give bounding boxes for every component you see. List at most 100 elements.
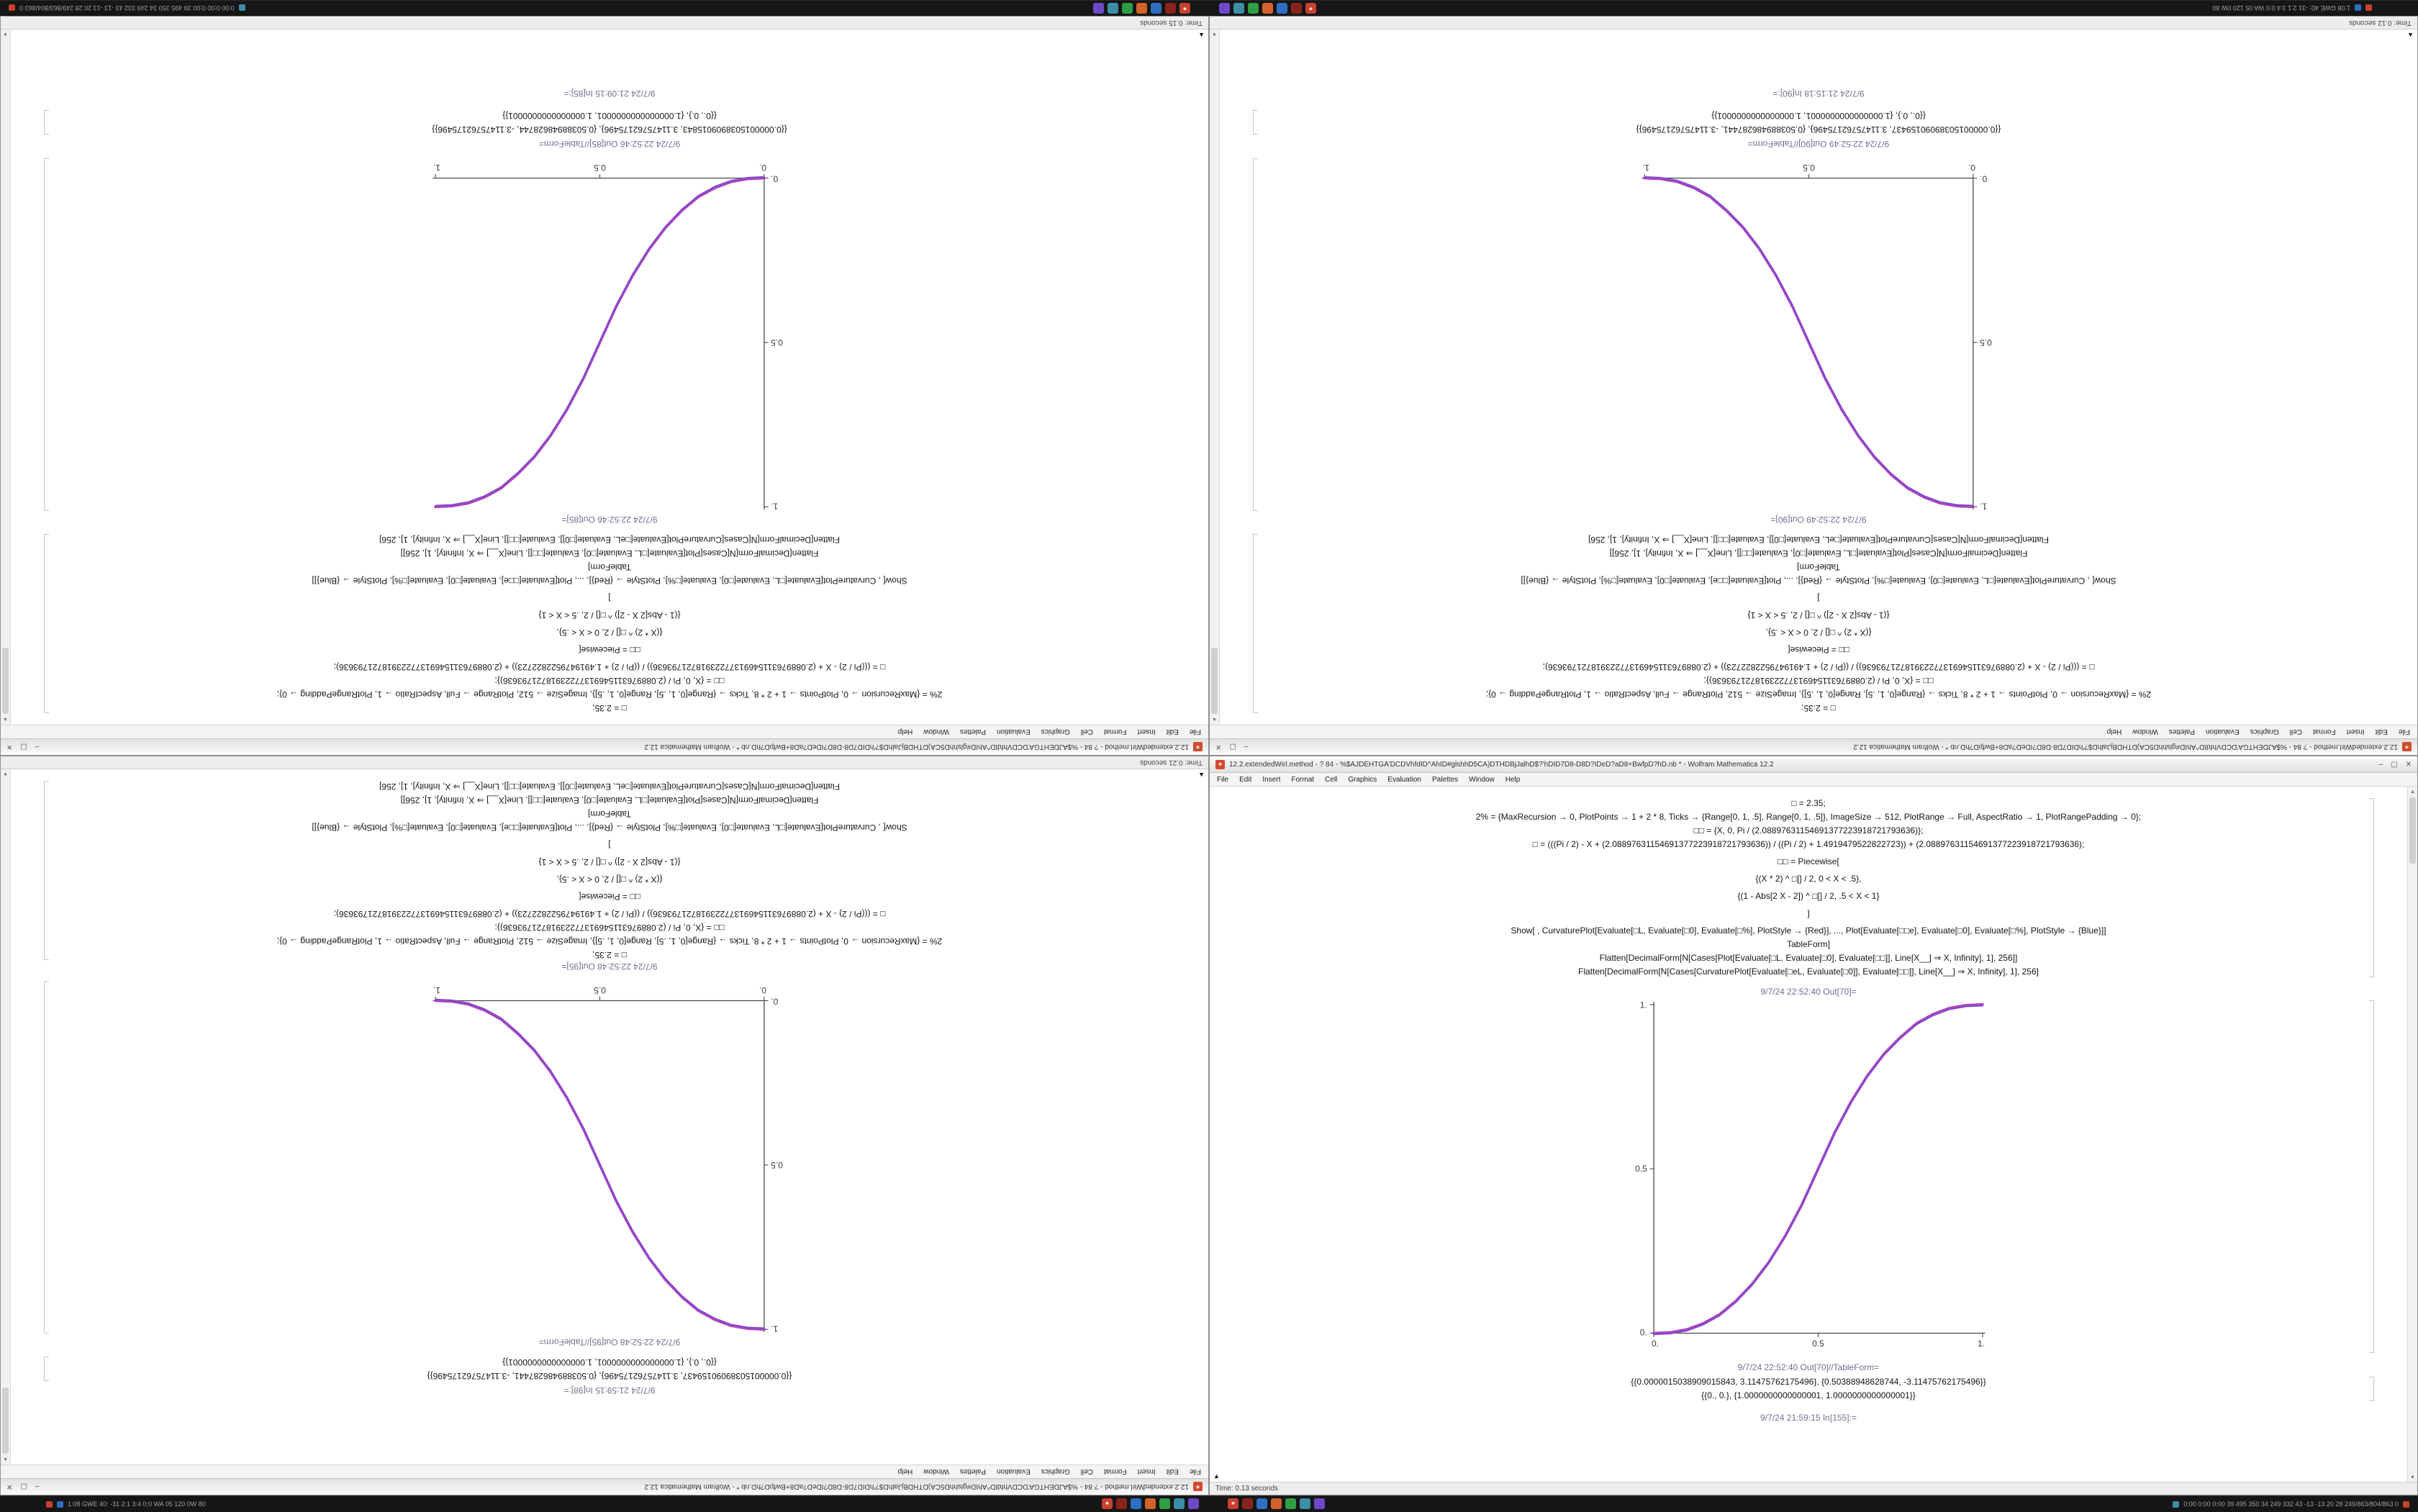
- menu-item-cell[interactable]: Cell: [1080, 728, 1093, 736]
- menu-item-palettes[interactable]: Palettes: [2168, 728, 2195, 736]
- menu-item-format[interactable]: Format: [1103, 1467, 1127, 1476]
- settings-app-icon[interactable]: [1314, 1498, 1325, 1509]
- menu-item-format[interactable]: Format: [2312, 728, 2336, 736]
- code-line[interactable]: 2% = {MaxRecursion → 0, PlotPoints → 1 +…: [1485, 689, 2152, 700]
- menu-item-file[interactable]: File: [1189, 1467, 1201, 1476]
- menu-item-cell[interactable]: Cell: [1080, 1467, 1093, 1476]
- code-line[interactable]: □ = 2.35;: [592, 950, 627, 960]
- cell-bracket[interactable]: [44, 781, 49, 960]
- code-line[interactable]: ]: [1817, 593, 1820, 603]
- code-line[interactable]: Show[ , CurvaturePlot[Evaluate[□L, Evalu…: [1521, 576, 2116, 586]
- code-line[interactable]: {(X * 2) ^ □[] / 2, 0 < X < .5},: [1765, 628, 1872, 638]
- scroll-down-arrow[interactable]: ▾: [2411, 1474, 2414, 1480]
- close-button[interactable]: ✕: [6, 743, 13, 751]
- code-line[interactable]: Flatten[DecimalForm[N[Cases[CurvaturePlo…: [379, 535, 841, 545]
- settings-app-icon[interactable]: [1188, 1498, 1199, 1509]
- code-line[interactable]: Show[ , CurvaturePlot[Evaluate[□L, Evalu…: [312, 823, 907, 833]
- browser-app-icon[interactable]: [1151, 3, 1162, 14]
- code-line[interactable]: Flatten[DecimalForm[N[Cases[Plot[Evaluat…: [1609, 548, 2028, 558]
- code-line[interactable]: □□ = {X, 0, Pi / (2.08897631154691377223…: [494, 923, 725, 933]
- scroll-thumb[interactable]: [2409, 797, 2416, 864]
- scroll-up-arrow[interactable]: ▴: [2411, 788, 2414, 795]
- mail-app-icon[interactable]: [1145, 1498, 1156, 1509]
- code-line[interactable]: {(1 - Abs[2 X - 2]) ^ □[] / 2, .5 < X < …: [1747, 610, 1890, 620]
- menu-item-cell[interactable]: Cell: [2289, 728, 2302, 736]
- title-bar[interactable]: ✶ 12.2.extendedWirl.method - ? 84 - %$AJ…: [1, 738, 1208, 755]
- browser-app-icon[interactable]: [1131, 1498, 1141, 1509]
- code-line[interactable]: □□ = {X, 0, Pi / (2.08897631154691377223…: [494, 676, 725, 686]
- code-line[interactable]: TableForm]: [1796, 562, 1841, 572]
- cell-bracket[interactable]: [44, 534, 49, 713]
- cell-bracket[interactable]: [1253, 110, 1258, 135]
- scroll-thumb[interactable]: [2, 648, 9, 714]
- menu-item-palettes[interactable]: Palettes: [959, 1467, 986, 1476]
- code-line[interactable]: □□ = {X, 0, Pi / (2.08897631154691377223…: [1703, 676, 1934, 686]
- cell-bracket[interactable]: [1253, 534, 1258, 713]
- title-bar[interactable]: ✶ 12.2.extendedWirl.method - ? 84 - %$AJ…: [1210, 738, 2417, 755]
- files-app-icon[interactable]: [1233, 3, 1244, 14]
- code-line[interactable]: {(X * 2) ^ □[] / 2, 0 < X < .5},: [556, 628, 663, 638]
- scroll-down-arrow[interactable]: ▾: [4, 31, 7, 37]
- maximize-button[interactable]: ▢: [2391, 760, 2398, 769]
- wolfram-app-icon[interactable]: ✶: [1228, 1498, 1239, 1509]
- title-bar[interactable]: ✶ 12.2.extendedWirl.method - ? 84 - %$AJ…: [1, 1478, 1208, 1495]
- code-cell[interactable]: □ = 2.35; 2% = {MaxRecursion → 0, PlotPo…: [44, 779, 1158, 961]
- terminal-app-icon[interactable]: [1285, 1498, 1296, 1509]
- code-line[interactable]: {(1 - Abs[2 X - 2]) ^ □[] / 2, .5 < X < …: [1737, 891, 1880, 901]
- menu-item-edit[interactable]: Edit: [1166, 1467, 1179, 1476]
- code-line[interactable]: □□ = Piecewise[: [1788, 645, 1849, 655]
- scroll-up-arrow[interactable]: ▴: [1213, 717, 1216, 723]
- menu-item-edit[interactable]: Edit: [1166, 728, 1179, 736]
- code-line[interactable]: Flatten[DecimalForm[N[Cases[CurvaturePlo…: [1588, 535, 2050, 545]
- menu-item-help[interactable]: Help: [897, 1467, 913, 1476]
- files-app-icon[interactable]: [1108, 3, 1118, 14]
- files-app-icon[interactable]: [1174, 1498, 1185, 1509]
- cell-bracket[interactable]: [1253, 158, 1258, 511]
- cell-bracket[interactable]: [2369, 1000, 2374, 1353]
- menu-item-graphics[interactable]: Graphics: [1041, 728, 1070, 736]
- menu-item-edit[interactable]: Edit: [1239, 775, 1252, 784]
- menu-item-evaluation[interactable]: Evaluation: [997, 728, 1031, 736]
- menu-item-edit[interactable]: Edit: [2375, 728, 2388, 736]
- code-line[interactable]: TableForm]: [1786, 939, 1831, 949]
- code-line[interactable]: □□ = Piecewise[: [579, 645, 640, 655]
- document-app-icon[interactable]: [1165, 3, 1176, 14]
- scroll-down-arrow[interactable]: ▾: [1213, 31, 1216, 37]
- minimize-button[interactable]: –: [2378, 760, 2383, 769]
- scrollbar[interactable]: ▴ ▾: [1210, 30, 1220, 725]
- browser-app-icon[interactable]: [1277, 3, 1287, 14]
- files-app-icon[interactable]: [1300, 1498, 1310, 1509]
- code-cell[interactable]: □ = 2.35; 2% = {MaxRecursion → 0, PlotPo…: [44, 533, 1158, 715]
- code-line[interactable]: 2% = {MaxRecursion → 0, PlotPoints → 1 +…: [276, 936, 943, 946]
- terminal-app-icon[interactable]: [1248, 3, 1259, 14]
- minimize-button[interactable]: –: [1244, 743, 1249, 751]
- scrollbar[interactable]: ▴ ▾: [1, 30, 11, 725]
- menu-item-evaluation[interactable]: Evaluation: [997, 1467, 1031, 1476]
- menu-item-graphics[interactable]: Graphics: [2250, 728, 2279, 736]
- menu-item-graphics[interactable]: Graphics: [1348, 775, 1377, 784]
- minimize-button[interactable]: –: [35, 1482, 40, 1491]
- code-line[interactable]: □ = (((Pi / 2) - X + (2.0889763115469137…: [1532, 839, 2085, 849]
- code-line[interactable]: 2% = {MaxRecursion → 0, PlotPoints → 1 +…: [1475, 812, 2142, 822]
- menu-item-insert[interactable]: Insert: [2346, 728, 2365, 736]
- code-line[interactable]: Flatten[DecimalForm[N[Cases[Plot[Evaluat…: [400, 795, 819, 805]
- menu-item-palettes[interactable]: Palettes: [1432, 775, 1459, 784]
- code-line[interactable]: TableForm]: [587, 809, 632, 819]
- cell-bracket[interactable]: [2369, 798, 2374, 977]
- code-line[interactable]: □ = 2.35;: [1801, 703, 1836, 713]
- maximize-button[interactable]: ▢: [20, 743, 27, 751]
- menu-item-evaluation[interactable]: Evaluation: [2206, 728, 2240, 736]
- document-app-icon[interactable]: [1116, 1498, 1127, 1509]
- menu-item-insert[interactable]: Insert: [1137, 728, 1156, 736]
- code-line[interactable]: Show[ , CurvaturePlot[Evaluate[□L, Evalu…: [312, 576, 907, 586]
- code-line[interactable]: Flatten[DecimalForm[N[Cases[Plot[Evaluat…: [400, 548, 819, 558]
- close-button[interactable]: ✕: [6, 1482, 13, 1491]
- code-line[interactable]: Flatten[DecimalForm[N[Cases[Plot[Evaluat…: [1599, 953, 2018, 963]
- code-line[interactable]: □□ = Piecewise[: [579, 892, 640, 902]
- cell-bracket[interactable]: [44, 1357, 49, 1381]
- close-button[interactable]: ✕: [2405, 760, 2412, 769]
- menu-item-graphics[interactable]: Graphics: [1041, 1467, 1070, 1476]
- code-line[interactable]: □ = (((Pi / 2) - X + (2.0889763115469137…: [333, 662, 886, 672]
- mail-app-icon[interactable]: [1136, 3, 1147, 14]
- code-cell[interactable]: □ = 2.35; 2% = {MaxRecursion → 0, PlotPo…: [1260, 797, 2374, 979]
